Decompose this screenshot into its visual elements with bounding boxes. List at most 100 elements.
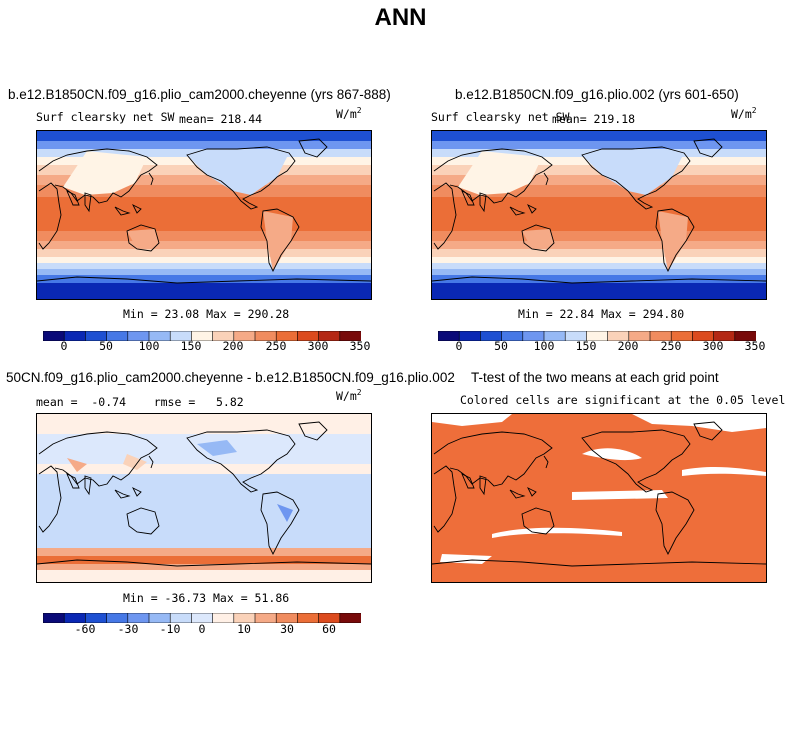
coastline (432, 276, 766, 284)
panel4-title: T-test of the two means at each grid poi… (471, 370, 719, 385)
panel2-colorbar-ticks: 0 50 100 150 200 250 300 350 (438, 339, 766, 355)
panel1-colorbar-ticks: 0 50 100 150 200 250 300 350 (43, 339, 371, 355)
panel3-map (36, 413, 372, 583)
panel3-stats: mean = -0.74 rmse = 5.82 (36, 395, 244, 409)
coastline (461, 190, 475, 206)
coastline (148, 455, 154, 469)
coastline (131, 486, 142, 497)
field-band (432, 249, 766, 257)
field-band (37, 263, 371, 269)
field-band (37, 556, 371, 564)
panel2-colorbar-svg (437, 330, 757, 342)
anomaly-patch (123, 454, 147, 470)
coastline (260, 208, 300, 273)
field-band (432, 197, 766, 231)
panel3-minmax: Min = -36.73 Max = 51.86 (123, 591, 290, 605)
field-band (37, 275, 371, 283)
coastline (260, 491, 300, 556)
coastline (432, 559, 766, 567)
coastline (126, 507, 160, 535)
colorbar-tick-label: 10 (237, 622, 251, 636)
colorbar-tick-label: 50 (99, 339, 113, 353)
coastline (543, 455, 549, 469)
coastline (693, 421, 723, 441)
coastline (655, 491, 695, 556)
colorbar-tick-label: 150 (180, 339, 202, 353)
coastline (581, 146, 691, 210)
colorbar-tick-label: 100 (533, 339, 555, 353)
coastline (186, 429, 296, 493)
nonsignificant-region (492, 527, 622, 538)
land-shade (522, 229, 554, 249)
field-band (432, 283, 766, 299)
coastline (66, 473, 80, 489)
coastline (38, 431, 158, 487)
field-band (37, 269, 371, 275)
field-band (432, 131, 766, 141)
field-band (432, 269, 766, 275)
colorbar-tick-label: 150 (575, 339, 597, 353)
coastline (521, 224, 555, 252)
coastline (84, 192, 92, 213)
land-shade (582, 149, 684, 195)
panel1-map-svg (37, 131, 371, 299)
field-band (37, 249, 371, 257)
panel1-mean: mean= 218.44 (179, 112, 263, 126)
coastline (38, 182, 62, 250)
coastline (433, 148, 553, 204)
panel2-colorbar (437, 328, 757, 342)
panel4-subtitle: Colored cells are significant at the 0.0… (460, 393, 786, 407)
colorbar-tick-label: 300 (702, 339, 724, 353)
field-band (432, 175, 766, 185)
coastline (84, 475, 92, 496)
coastline (38, 465, 62, 533)
coastline (526, 203, 537, 214)
colorbar-tick-label: 60 (322, 622, 336, 636)
coastline (526, 486, 537, 497)
field-band (432, 241, 766, 249)
coastline (114, 489, 131, 499)
coastline (114, 206, 131, 216)
coastline (509, 489, 526, 499)
field-band (37, 474, 371, 554)
colorbar-tick-label: 0 (60, 339, 68, 353)
field-band (37, 414, 371, 434)
field-band (37, 141, 371, 149)
panel3-title: 50CN.f09_g16.plio_cam2000.cheyenne - b.e… (6, 370, 455, 385)
coastline (37, 559, 371, 567)
field-band (37, 241, 371, 249)
panel4-map (431, 413, 767, 583)
field-band (37, 570, 371, 582)
colorbar-tick-label: 100 (138, 339, 160, 353)
panel2-minmax: Min = 22.84 Max = 294.80 (518, 307, 685, 321)
colorbar-tick-label: 200 (617, 339, 639, 353)
colorbar-tick-label: -60 (74, 622, 96, 636)
coastline (509, 206, 526, 216)
land-shade (127, 229, 159, 249)
nonsignificant-region (432, 414, 512, 426)
colorbar-tick-label: 30 (280, 622, 294, 636)
coastline (37, 276, 371, 284)
coastline (479, 192, 487, 213)
colorbar-tick-label: -30 (117, 622, 139, 636)
coastline (693, 138, 723, 158)
colorbar-tick-label: 200 (222, 339, 244, 353)
colorbar-tick-label: 250 (660, 339, 682, 353)
colorbar-tick-label: 300 (307, 339, 329, 353)
anomaly-patch (277, 504, 293, 522)
field-band (37, 257, 371, 263)
field-band (432, 263, 766, 269)
coastline (298, 421, 328, 441)
coastline (543, 172, 549, 186)
panel3-map-svg (37, 414, 371, 582)
field-band (37, 197, 371, 231)
anomaly-patch (67, 458, 87, 472)
nonsignificant-region (582, 448, 642, 461)
land-shade (63, 151, 147, 195)
coastline (521, 507, 555, 535)
coastline (298, 138, 328, 158)
land-shade (187, 149, 289, 195)
colorbar-tick-label: -10 (159, 622, 181, 636)
nonsignificant-region (632, 414, 766, 432)
panel1-minmax: Min = 23.08 Max = 290.28 (123, 307, 290, 321)
